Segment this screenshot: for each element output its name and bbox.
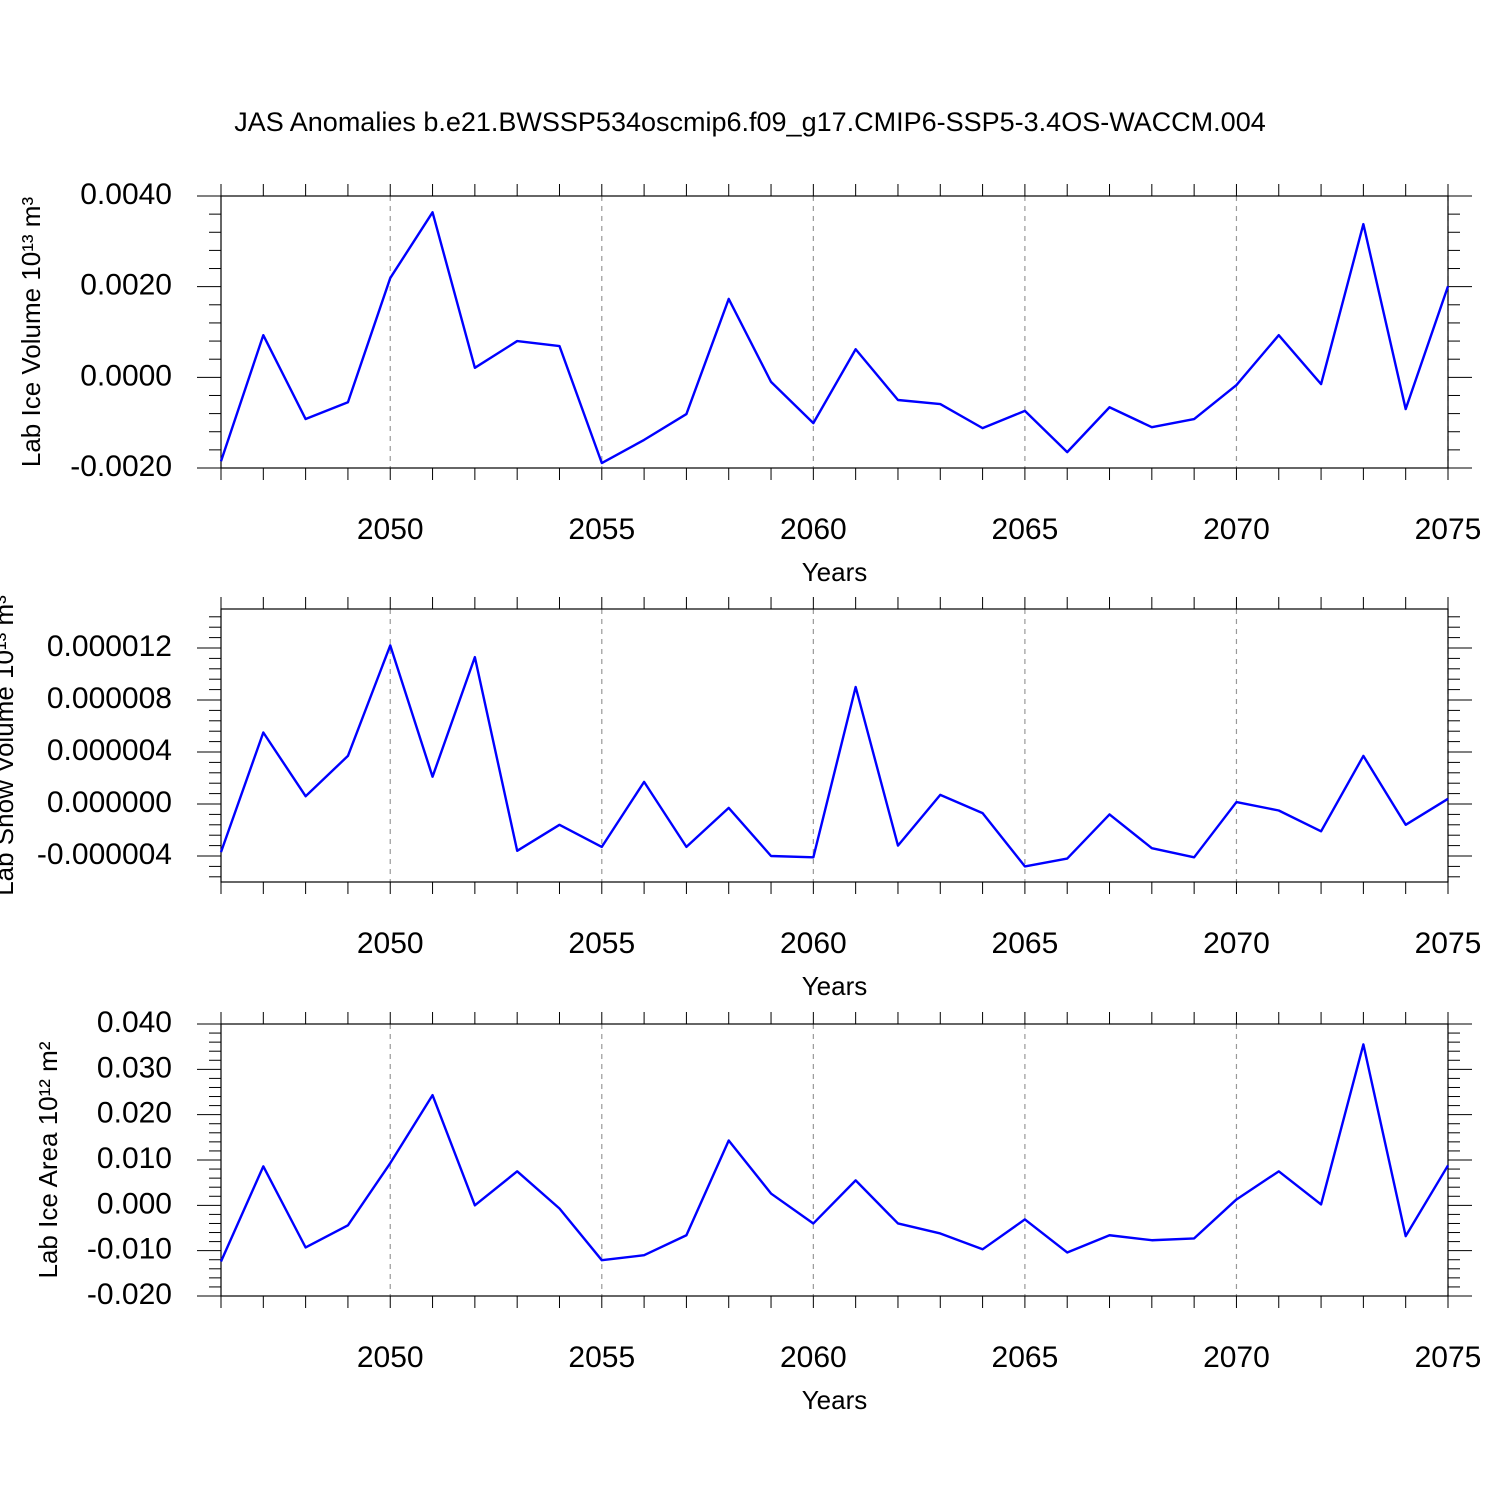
x-tick-label: 2070 <box>1203 513 1270 546</box>
y-tick-label: 0.020 <box>97 1097 172 1130</box>
x-tick-label: 2055 <box>568 1341 635 1374</box>
y-axis-label: Lab Snow Volume 10¹³ m³ <box>0 595 19 896</box>
y-tick-label: 0.000000 <box>47 786 172 819</box>
x-tick-label: 2060 <box>780 1341 847 1374</box>
x-tick-label: 2070 <box>1203 1341 1270 1374</box>
y-tick-label: 0.000012 <box>47 630 172 663</box>
plot-frame <box>220 195 1449 469</box>
x-tick-label: 2050 <box>357 927 424 960</box>
x-tick-label: 2075 <box>1415 927 1482 960</box>
y-tick-label: -0.000004 <box>37 838 172 871</box>
x-tick-label: 2055 <box>568 513 635 546</box>
y-tick-label: 0.000004 <box>47 734 172 767</box>
x-axis-label: Years <box>802 1385 868 1415</box>
y-tick-label: -0.010 <box>87 1233 172 1266</box>
y-tick-label: 0.030 <box>97 1051 172 1084</box>
x-axis-label: Years <box>802 971 868 1001</box>
y-tick-label: 0.0040 <box>80 178 172 211</box>
x-tick-label: 2065 <box>992 1341 1059 1374</box>
y-tick-label: 0.040 <box>97 1006 172 1039</box>
x-tick-label: 2050 <box>357 513 424 546</box>
plot-frame <box>220 608 1449 883</box>
x-tick-label: 2070 <box>1203 927 1270 960</box>
x-tick-label: 2050 <box>357 1341 424 1374</box>
plot-frame <box>220 1023 1449 1297</box>
y-tick-label: -0.020 <box>87 1278 172 1311</box>
line-series <box>219 211 1450 465</box>
y-tick-label: 0.0000 <box>80 359 172 392</box>
x-tick-label: 2060 <box>780 927 847 960</box>
x-tick-label: 2065 <box>992 927 1059 960</box>
x-tick-label: 2075 <box>1415 1341 1482 1374</box>
y-tick-label: 0.000008 <box>47 682 172 715</box>
y-tick-label: 0.0020 <box>80 269 172 302</box>
y-axis-label: Lab Ice Volume 10¹³ m³ <box>16 197 46 468</box>
line-series <box>219 1043 1450 1263</box>
x-tick-label: 2060 <box>780 513 847 546</box>
y-tick-label: -0.0020 <box>70 450 172 483</box>
y-tick-label: 0.010 <box>97 1142 172 1175</box>
x-axis-label: Years <box>802 557 868 587</box>
x-tick-label: 2075 <box>1415 513 1482 546</box>
line-series <box>219 644 1449 868</box>
x-tick-label: 2055 <box>568 927 635 960</box>
y-axis-label: Lab Ice Area 10¹² m² <box>33 1041 63 1278</box>
x-tick-label: 2065 <box>992 513 1059 546</box>
y-tick-label: 0.000 <box>97 1187 172 1220</box>
chart-title: JAS Anomalies b.e21.BWSSP534oscmip6.f09_… <box>234 107 1265 137</box>
